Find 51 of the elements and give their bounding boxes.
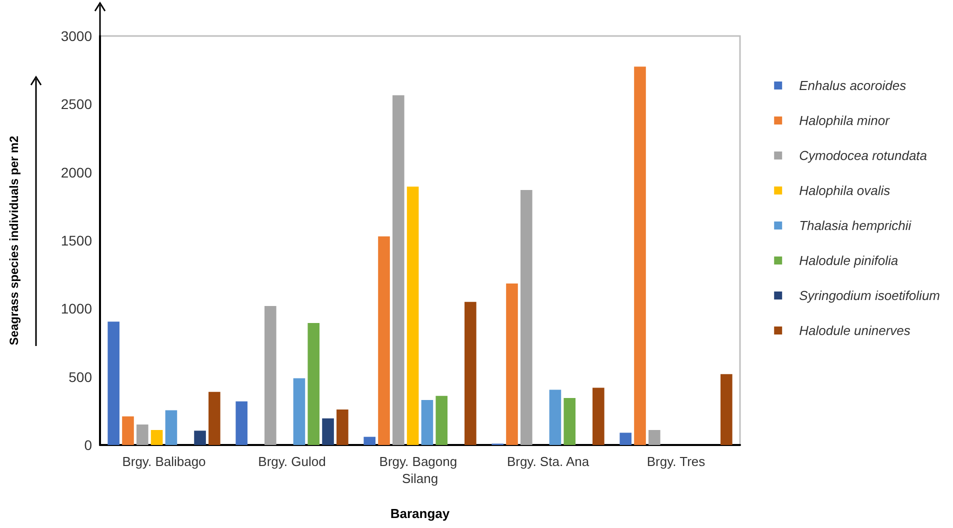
bar (165, 410, 178, 445)
bar (620, 432, 632, 445)
bar (421, 400, 434, 445)
legend-label: Halophila minor (799, 113, 890, 128)
bar (406, 186, 419, 445)
legend-label: Syringodium isoetifolium (799, 288, 940, 303)
y-tick-label: 3000 (60, 28, 92, 44)
bar (392, 95, 404, 445)
bar (236, 401, 248, 445)
bar (464, 302, 476, 445)
x-tick-label: Brgy. Gulod (258, 454, 326, 469)
bar (592, 388, 604, 445)
y-tick-label: 1500 (60, 232, 92, 248)
legend-label: Thalasia hemprichii (799, 218, 912, 233)
bar (564, 398, 576, 445)
y-axis-title: Seagrass species individuals per m2 (7, 135, 21, 346)
x-tick-label: Brgy. Tres (646, 454, 706, 469)
legend-label: Halophila ovalis (799, 183, 891, 198)
bar (549, 390, 562, 445)
y-tick-label: 0 (84, 437, 92, 453)
bar (150, 430, 163, 445)
legend-label: Halodule pinifolia (799, 253, 898, 268)
bar (520, 190, 532, 445)
bar (108, 322, 120, 445)
bar (634, 66, 646, 445)
legend-label: Enhalus acoroides (799, 78, 907, 93)
bar (436, 396, 448, 445)
bar (208, 392, 220, 445)
y-tick-label: 500 (68, 368, 92, 385)
bar (506, 283, 518, 445)
y-tick-label: 2000 (60, 164, 92, 180)
x-tick-label: Brgy. Bagong Silang (379, 454, 461, 486)
bar (336, 410, 348, 445)
bar (293, 378, 306, 445)
bar (122, 416, 134, 445)
y-tick-label: 1000 (60, 300, 92, 317)
legend-label: Halodule uninerves (799, 323, 911, 338)
x-tick-label: Brgy. Sta. Ana (506, 454, 590, 469)
bar (136, 424, 148, 445)
y-tick-label: 2500 (60, 96, 92, 112)
x-tick-label: Brgy. Balibago (122, 454, 206, 469)
bar (308, 322, 320, 445)
bar (720, 374, 732, 445)
x-axis-title: Barangay (390, 506, 450, 521)
bar (322, 418, 334, 445)
bar (648, 430, 660, 445)
bar (364, 436, 376, 445)
bar (194, 430, 206, 445)
legend-label: Cymodocea rotundata (799, 148, 928, 163)
bar (264, 306, 276, 445)
bar (378, 236, 390, 445)
